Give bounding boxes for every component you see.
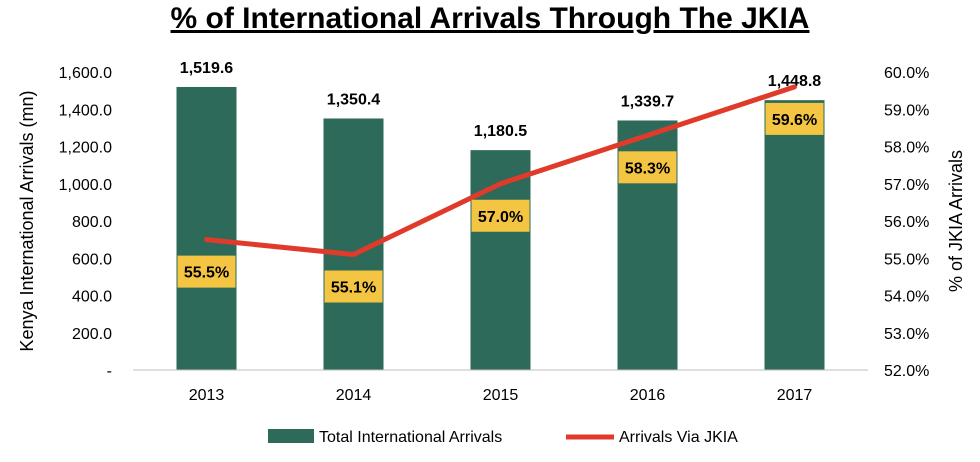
x-tick-label: 2014 xyxy=(336,387,372,404)
legend-swatch-bars xyxy=(268,429,314,443)
line-data-label: 55.5% xyxy=(184,265,229,282)
y-tick-label: 1,200.0 xyxy=(59,140,112,157)
line-data-label: 55.1% xyxy=(331,280,376,297)
bar xyxy=(470,150,531,370)
y-tick-label: 400.0 xyxy=(72,289,112,306)
x-tick-label: 2017 xyxy=(777,387,813,404)
y2-axis-title: % of JKIA Arrivals xyxy=(946,150,966,292)
legend-label-line: Arrivals Via JKIA xyxy=(619,429,738,446)
y-axis-title: Kenya International Arrivals (mn) xyxy=(17,90,37,351)
y-tick-label: 600.0 xyxy=(72,251,112,268)
y2-tick-label: 57.0% xyxy=(884,177,929,194)
line-data-label: 58.3% xyxy=(625,160,670,177)
line-label-box xyxy=(177,255,236,288)
bar-data-label: 1,339.7 xyxy=(621,93,674,110)
y2-tick-label: 53.0% xyxy=(884,326,929,343)
chart-title: % of International Arrivals Through The … xyxy=(170,2,810,35)
y2-tick-label: 60.0% xyxy=(884,65,929,82)
bar-data-label: 1,350.4 xyxy=(327,91,380,108)
y2-tick-label: 54.0% xyxy=(884,289,929,306)
y2-tick-label: 58.0% xyxy=(884,140,929,157)
y2-tick-label: 59.0% xyxy=(884,102,929,119)
legend: Total International Arrivals Arrivals Via… xyxy=(268,429,738,446)
x-tick-label: 2016 xyxy=(630,387,666,404)
y-tick-label: - xyxy=(107,363,112,380)
line-data-label: 59.6% xyxy=(772,112,817,129)
x-tick-label: 2013 xyxy=(189,387,225,404)
bar xyxy=(176,86,237,371)
line-data-label: 57.0% xyxy=(478,209,523,226)
y-tick-label: 1,400.0 xyxy=(59,102,112,119)
bar xyxy=(764,100,825,370)
y-tick-label: 800.0 xyxy=(72,214,112,231)
legend-label-bars: Total International Arrivals xyxy=(319,429,502,446)
y2-tick-label: 56.0% xyxy=(884,214,929,231)
line-label-box xyxy=(324,270,383,303)
plot-area: - 200.0 400.0 600.0 800.0 1,000.0 1,200.0 1,400… xyxy=(17,60,966,404)
y-tick-label: 1,600.0 xyxy=(59,65,112,82)
y-tick-label: 1,000.0 xyxy=(59,177,112,194)
bar-data-label: 1,448.8 xyxy=(768,73,821,90)
line-label-box xyxy=(765,102,824,135)
line-series xyxy=(204,84,797,258)
bar-data-label: 1,180.5 xyxy=(474,123,527,140)
line-label-box xyxy=(618,151,677,184)
bar-data-label: 1,519.6 xyxy=(180,60,233,77)
y2-tick-label: 55.0% xyxy=(884,251,929,268)
y2-tick-label: 52.0% xyxy=(884,363,929,380)
y-tick-label: 200.0 xyxy=(72,326,112,343)
x-tick-label: 2015 xyxy=(483,387,519,404)
line-label-box xyxy=(471,199,530,232)
